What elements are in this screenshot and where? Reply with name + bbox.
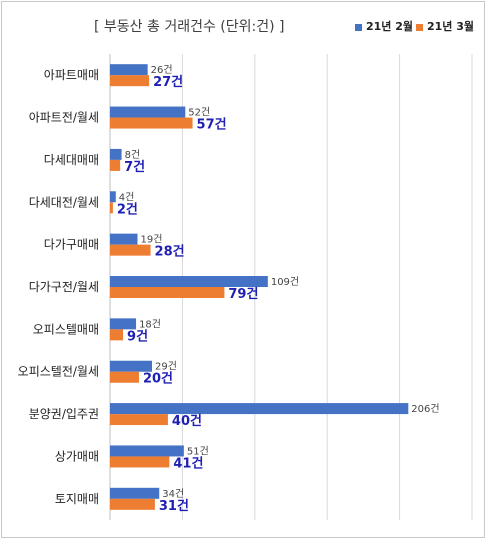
data-label-2: 28건 [155,244,185,260]
data-label-1: 51건 [187,445,209,457]
data-label-2: 7건 [124,159,145,175]
category-label: 토지매매 [55,492,99,506]
category-label: 다가구매매 [44,238,99,252]
bar-2 [110,202,113,214]
data-label-2: 27건 [153,74,183,90]
legend-label-1: 21년 2월 [366,20,414,33]
legend-series-2: 21년 3월 [416,18,474,34]
data-label-1: 109건 [271,276,299,288]
data-label-2: 2건 [117,201,138,217]
data-label-1: 4건 [119,191,135,203]
category-label: 상가매매 [55,449,99,463]
bar-1 [110,487,160,499]
bar-1 [110,403,409,415]
bar-2 [110,244,151,256]
bar-2 [110,456,170,468]
data-label-2: 79건 [228,286,258,302]
legend-series-1: 21년 2월 [355,18,413,34]
category-label: 다가구전/월세 [29,280,99,294]
data-label-1: 19건 [141,234,163,246]
data-label-1: 26건 [151,64,173,76]
bar-1 [110,276,268,287]
bar-1 [110,148,122,160]
data-label-2: 9건 [127,328,148,344]
data-label-2: 41건 [173,455,203,471]
bar-1 [110,64,148,76]
bar-1 [110,318,137,330]
category-label: 분양권/입주권 [29,407,99,421]
bar-2 [110,117,193,129]
bar-2 [110,287,225,298]
category-label: 아파트전/월세 [29,111,99,125]
legend-swatch-2 [416,23,423,31]
bar-1 [110,360,152,372]
data-label-1: 18건 [139,318,161,330]
bar-2 [110,329,124,341]
category-label: 오피스텔매매 [33,322,99,336]
data-label-1: 29건 [155,361,177,373]
data-label-1: 8건 [125,149,141,161]
bar-2 [110,498,155,510]
bar-1 [110,445,184,457]
data-label-2: 40건 [172,413,202,429]
bar-1 [110,233,138,245]
data-label-2: 57건 [197,117,227,133]
bar-2 [110,75,150,87]
bar-1 [110,191,116,203]
bar-2 [110,159,121,171]
bar-2 [110,414,168,426]
category-label: 다세대매매 [44,153,99,167]
bar-2 [110,371,139,383]
legend-swatch-1 [355,23,362,31]
category-label: 오피스텔전/월세 [18,365,99,379]
category-label: 다세대전/월세 [29,195,99,209]
legend-label-2: 21년 3월 [427,20,475,33]
category-label: 아파트매매 [44,68,99,82]
bar-1 [110,106,186,118]
data-label-1: 206건 [411,403,439,415]
chart-title: [ 부동산 총 거래건수 (단위:건) ] [94,19,285,35]
data-label-2: 20건 [143,371,173,387]
data-label-1: 52건 [188,107,210,119]
data-label-2: 31건 [159,498,189,514]
data-label-1: 34건 [162,488,184,500]
